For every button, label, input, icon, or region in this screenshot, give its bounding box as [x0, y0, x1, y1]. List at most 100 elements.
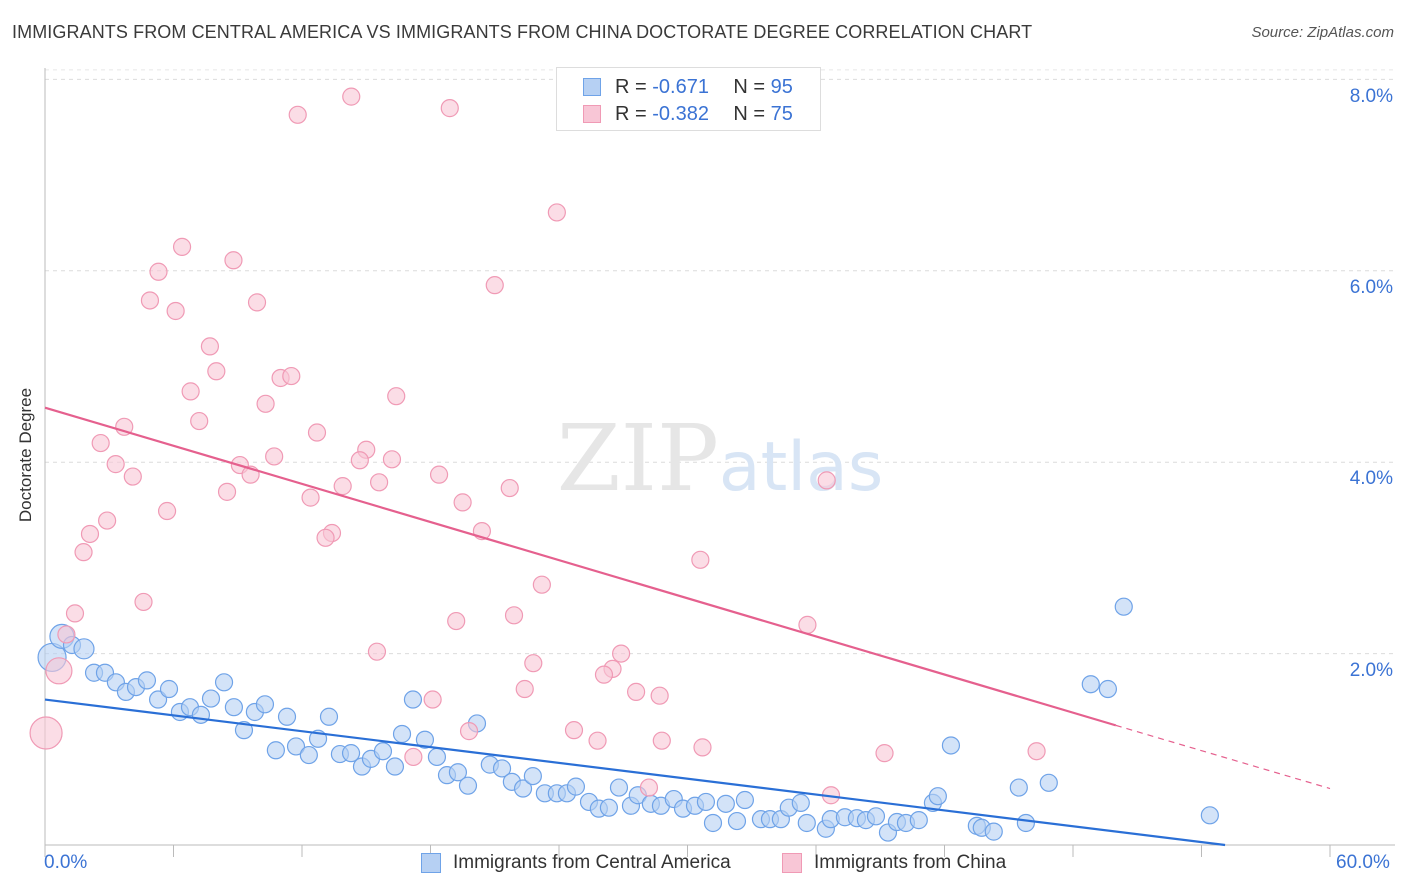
central-america-point	[791, 793, 810, 812]
china-point	[532, 575, 551, 594]
china-point	[190, 411, 209, 431]
r-label: R =	[615, 102, 647, 125]
china-point	[370, 473, 389, 492]
blue-swatch-icon	[421, 853, 441, 873]
china-point	[172, 237, 192, 256]
china-point	[282, 366, 301, 386]
central-america-point	[277, 707, 297, 726]
china-point	[691, 550, 710, 569]
china-point	[350, 451, 369, 470]
legend-label: Immigrants from Central America	[453, 852, 731, 873]
correlation-legend: R = -0.671 N = 95 R = -0.382 N = 75	[556, 67, 821, 131]
china-point	[217, 482, 237, 501]
x-tick-max: 60.0%	[1336, 852, 1390, 873]
pink-swatch-icon	[583, 105, 601, 123]
china-point	[1027, 742, 1046, 761]
china-point	[181, 382, 200, 401]
pink-swatch-icon	[782, 853, 802, 873]
central-america-point	[727, 811, 747, 831]
china-point	[440, 99, 459, 118]
blue-swatch-icon	[583, 78, 601, 96]
china-point	[382, 450, 402, 469]
central-america-point	[319, 707, 339, 726]
y-tick-2: 2.0%	[1349, 660, 1393, 681]
central-america-point	[609, 778, 629, 797]
central-america-point	[137, 671, 157, 690]
chart-title: IMMIGRANTS FROM CENTRAL AMERICA VS IMMIG…	[12, 22, 1033, 42]
china-point	[429, 465, 449, 484]
china-point	[98, 511, 117, 530]
china-point	[200, 337, 220, 356]
central-america-point	[148, 690, 168, 709]
central-america-point	[191, 705, 211, 724]
central-america-point	[1039, 773, 1058, 792]
china-point	[140, 291, 160, 310]
china-point	[639, 778, 659, 797]
china-point	[367, 642, 387, 661]
china-point	[652, 731, 671, 750]
legend-row-central-america: R = -0.671 N = 95	[583, 74, 793, 100]
central-america-point	[448, 763, 468, 782]
central-america-point	[1098, 679, 1118, 699]
y-tick-4: 4.0%	[1349, 468, 1393, 489]
china-point	[342, 87, 361, 106]
n-label: N =	[733, 102, 766, 125]
central-america-point	[941, 736, 961, 755]
central-america-trend-line	[44, 698, 1226, 847]
china-point	[500, 478, 519, 498]
central-america-point	[735, 790, 754, 810]
china-point	[459, 722, 479, 741]
china-point	[564, 721, 584, 740]
china-point	[157, 501, 177, 521]
n-label: N =	[733, 75, 766, 98]
china-point	[547, 203, 566, 222]
china-point	[265, 447, 284, 466]
china-trend-extension	[1115, 724, 1331, 790]
central-america-point	[392, 724, 412, 744]
china-point	[247, 293, 267, 312]
central-america-point	[1009, 778, 1028, 797]
central-america-point	[73, 638, 95, 660]
bottom-legend-china: Immigrants from China	[782, 852, 1006, 874]
china-point	[423, 690, 442, 709]
central-america-point	[716, 794, 735, 813]
china-point	[693, 738, 712, 757]
legend-row-china: R = -0.382 N = 75	[583, 101, 793, 127]
china-point	[134, 592, 153, 612]
central-america-point	[266, 741, 285, 760]
x-tick-min: 0.0%	[44, 852, 88, 873]
central-america-point	[341, 744, 361, 763]
china-point	[817, 471, 836, 490]
central-america-point	[385, 757, 405, 776]
central-america-point	[415, 730, 435, 749]
china-point	[650, 686, 669, 705]
source-label: Source: ZipAtlas.com	[1251, 24, 1394, 41]
china-point	[524, 654, 543, 673]
bottom-legend-central-america: Immigrants from Central America	[421, 852, 731, 874]
central-america-point	[1081, 675, 1100, 694]
china-point	[288, 105, 307, 124]
china-point	[45, 657, 73, 685]
china-point	[301, 488, 320, 507]
n-value: 75	[770, 102, 793, 125]
central-america-point	[403, 690, 423, 709]
central-america-point	[299, 745, 318, 765]
central-america-point	[599, 798, 619, 817]
r-value: -0.671	[652, 75, 709, 98]
china-point	[333, 477, 352, 496]
watermark: ZIPatlas	[557, 405, 884, 512]
r-label: R =	[615, 75, 647, 98]
central-america-point	[159, 679, 179, 699]
central-america-point	[566, 777, 586, 796]
china-point	[74, 543, 93, 562]
central-america-point	[286, 737, 306, 756]
china-point	[149, 262, 168, 281]
china-point	[207, 362, 226, 381]
central-america-point	[1200, 806, 1219, 825]
y-tick-8: 8.0%	[1349, 86, 1393, 107]
china-point	[485, 276, 504, 295]
central-america-point	[928, 787, 947, 806]
china-point	[447, 611, 466, 631]
china-point	[91, 433, 110, 453]
